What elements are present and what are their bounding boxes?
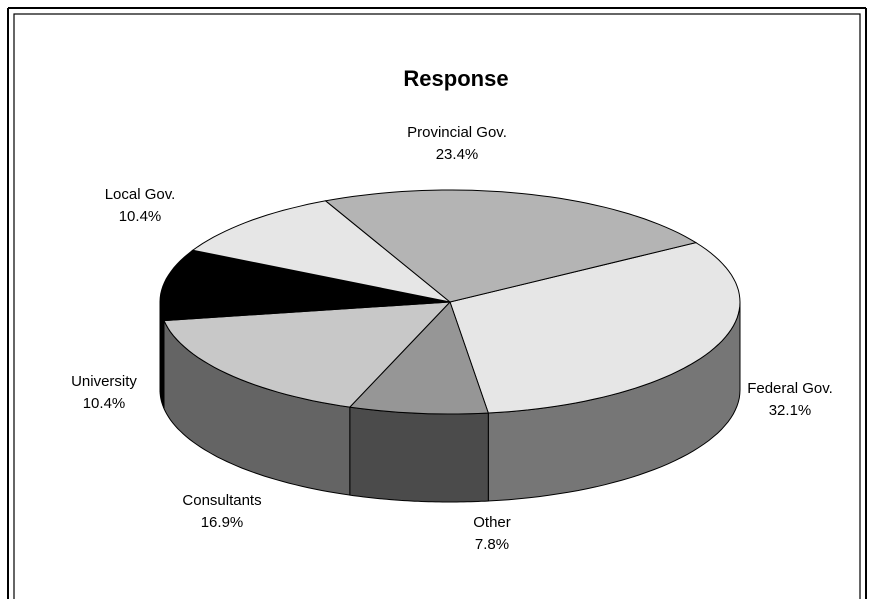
pie-slice-local-gov bbox=[191, 200, 451, 303]
pie-sides bbox=[159, 301, 741, 503]
pie-side-other bbox=[349, 406, 489, 503]
pie-slice-consultants bbox=[163, 301, 452, 408]
slice-label-other: Other 7.8% bbox=[473, 514, 511, 553]
slice-label-university: University 10.4% bbox=[71, 373, 137, 412]
slice-label-name: Local Gov. bbox=[105, 186, 176, 203]
slice-label-percent: 10.4% bbox=[83, 395, 126, 412]
slice-label-provincial-gov: Provincial Gov. 23.4% bbox=[407, 124, 507, 163]
chart-title: Response bbox=[403, 66, 508, 91]
pie-slice-provincial-gov bbox=[324, 189, 698, 303]
slice-label-name: Consultants bbox=[182, 492, 261, 509]
slice-label-percent: 23.4% bbox=[436, 146, 479, 163]
slice-label-consultants: Consultants 16.9% bbox=[182, 492, 261, 531]
slice-label-name: Other bbox=[473, 514, 511, 531]
slice-label-percent: 7.8% bbox=[475, 536, 509, 553]
slice-label-percent: 16.9% bbox=[201, 514, 244, 531]
slice-label-local-gov: Local Gov. 10.4% bbox=[105, 186, 176, 225]
slice-label-percent: 10.4% bbox=[119, 208, 162, 225]
slice-labels: Federal Gov. 32.1% Other 7.8% Consultants 16.… bbox=[71, 124, 833, 553]
pie-slice-federal-gov bbox=[449, 242, 741, 414]
slice-label-percent: 32.1% bbox=[769, 402, 812, 419]
slice-label-name: Provincial Gov. bbox=[407, 124, 507, 141]
slice-label-federal-gov: Federal Gov. 32.1% bbox=[747, 380, 833, 419]
pie-slice-university bbox=[159, 249, 451, 322]
slice-label-name: University bbox=[71, 373, 137, 390]
pie-slice-other bbox=[348, 301, 489, 415]
slice-label-name: Federal Gov. bbox=[747, 380, 833, 397]
pie-top-slices bbox=[159, 189, 741, 415]
